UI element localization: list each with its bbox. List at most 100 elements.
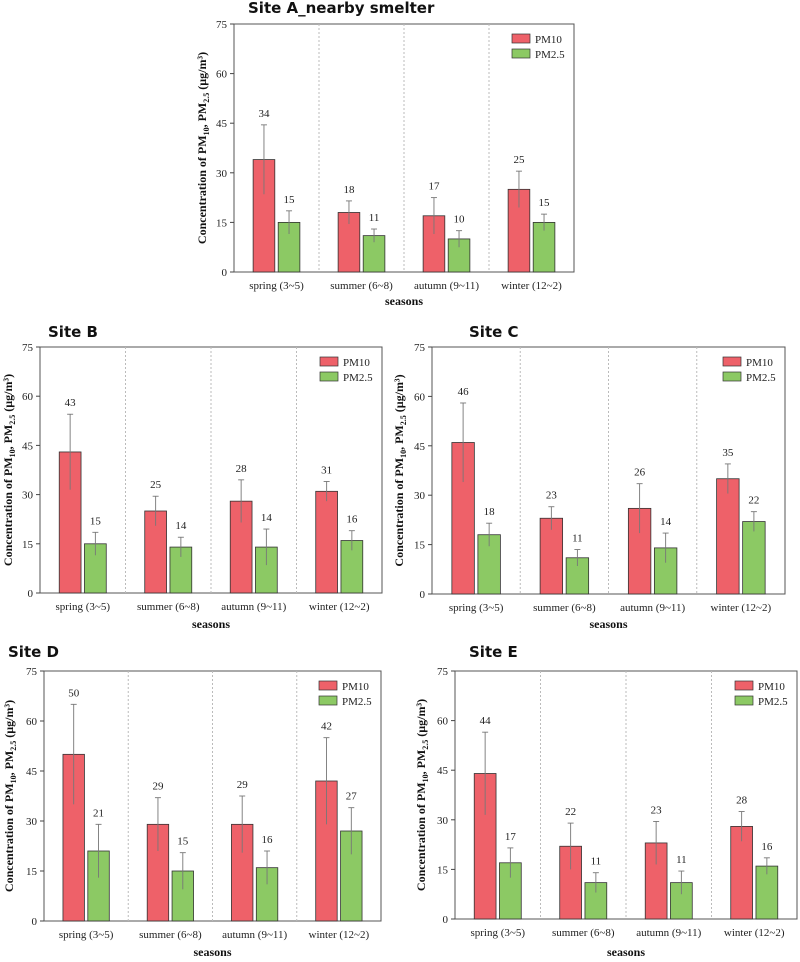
y-tick-label: 15 (22, 539, 34, 551)
legend-swatch-pm25 (319, 371, 339, 382)
category-label: spring (3~5) (470, 927, 525, 939)
legend-label: PM2.5 (758, 696, 788, 708)
data-label: 43 (65, 397, 77, 409)
bar-pm25-3 (742, 521, 766, 595)
y-tick-label: 45 (414, 441, 426, 453)
x-axis-label: seasons (193, 945, 231, 959)
y-axis-label-part: Concentration of PM (414, 782, 428, 891)
legend-label: PM10 (746, 357, 773, 369)
data-label: 26 (634, 467, 646, 479)
y-tick-label: 30 (414, 490, 426, 502)
category-label: winter (12~2) (309, 929, 370, 941)
data-label: 10 (454, 214, 466, 226)
data-label: 17 (505, 831, 517, 843)
y-axis-label-part: Concentration of PM (1, 457, 15, 566)
y-axis-label-subscript: 2.5 (399, 415, 408, 425)
y-axis-label: Concentration of PM10, PM2.5 (µg/m³) (2, 700, 18, 892)
data-label: 15 (539, 197, 551, 209)
y-axis-label-subscript: 10 (8, 449, 17, 457)
category-label: winter (12~2) (711, 602, 772, 614)
legend-swatch-pm10 (734, 680, 754, 691)
y-axis-label-part: (µg/m³) (195, 52, 209, 93)
data-label: 46 (458, 386, 470, 398)
bar-pm10-3 (315, 490, 338, 594)
y-axis-label: Concentration of PM10, PM2.5 (µg/m³) (195, 52, 211, 244)
y-axis-label-part: (µg/m³) (1, 374, 15, 415)
chart-panel-2: Site C 0 15 30 45 60 75 46 18 spring (3~5) 23 11 sum… (392, 323, 786, 631)
chart-title: Site A_nearby smelter (248, 0, 435, 17)
data-label: 25 (150, 479, 162, 491)
bar-pm10-3 (716, 478, 740, 595)
y-tick-label: 0 (443, 914, 449, 926)
y-tick-label: 60 (26, 716, 38, 728)
data-label: 29 (152, 781, 164, 793)
data-label: 35 (722, 447, 734, 459)
y-axis-label-subscript: 10 (202, 127, 211, 135)
y-axis-label-part: Concentration of PM (2, 783, 16, 892)
category-label: summer (6~8) (139, 929, 202, 941)
category-label: autumn (9~11) (221, 601, 286, 613)
legend-label: PM10 (535, 34, 562, 46)
category-label: spring (3~5) (55, 601, 110, 613)
y-tick-label: 30 (22, 490, 34, 502)
data-label: 28 (736, 795, 748, 807)
category-label: winter (12~2) (724, 927, 785, 939)
data-label: 11 (572, 533, 583, 545)
y-axis-label-part: , PM (1, 425, 15, 450)
y-axis-label-subscript: 10 (399, 450, 408, 458)
y-tick-label: 60 (437, 716, 449, 728)
data-label: 21 (93, 807, 104, 819)
y-axis-label-subscript: 10 (9, 775, 18, 783)
category-label: autumn (9~11) (414, 280, 479, 292)
data-label: 50 (68, 687, 80, 699)
legend-swatch-pm10 (318, 680, 338, 691)
category-label: summer (6~8) (533, 602, 596, 614)
data-label: 11 (591, 856, 602, 868)
legend-swatch-pm25 (511, 48, 531, 59)
y-tick-label: 75 (216, 19, 228, 31)
data-label: 34 (258, 108, 270, 120)
y-tick-label: 75 (414, 342, 426, 354)
y-axis-label: Concentration of PM10, PM2.5 (µg/m³) (392, 374, 408, 566)
legend-label: PM10 (342, 681, 369, 693)
category-label: spring (3~5) (449, 602, 504, 614)
y-tick-label: 45 (22, 440, 34, 452)
data-label: 14 (660, 516, 672, 528)
data-label: 22 (565, 806, 576, 818)
category-label: summer (6~8) (137, 601, 200, 613)
chart-panel-3: Site D 0 15 30 45 60 75 50 21 spring (3~5) 29 15 sum… (2, 643, 382, 959)
y-tick-label: 15 (437, 864, 449, 876)
y-axis-label-part: , PM (414, 750, 428, 775)
category-label: autumn (9~11) (222, 929, 287, 941)
data-label: 16 (262, 834, 274, 846)
y-axis-label-part: , PM (2, 751, 16, 776)
chart-title: Site E (469, 643, 518, 661)
y-tick-label: 30 (216, 168, 228, 180)
y-axis-label-part: Concentration of PM (392, 458, 406, 567)
y-axis-label: Concentration of PM10, PM2.5 (µg/m³) (1, 374, 17, 566)
y-tick-label: 15 (26, 866, 38, 878)
chart-panel-4: Site E 0 15 30 45 60 75 44 17 spring (3~5) 22 11 sum… (414, 643, 798, 959)
legend-label: PM2.5 (746, 372, 776, 384)
legend-swatch-pm10 (319, 356, 339, 367)
category-label: autumn (9~11) (620, 602, 685, 614)
legend-swatch-pm10 (511, 33, 531, 44)
y-axis-label-part: (µg/m³) (2, 700, 16, 741)
x-axis-label: seasons (607, 945, 645, 959)
y-axis-label-part: (µg/m³) (392, 374, 406, 415)
category-label: winter (12~2) (501, 280, 562, 292)
y-tick-label: 0 (222, 267, 228, 279)
legend-label: PM2.5 (535, 49, 565, 61)
data-label: 15 (90, 515, 102, 527)
y-axis-label-subscript: 2.5 (202, 93, 211, 103)
data-label: 25 (513, 154, 525, 166)
y-tick-label: 75 (437, 666, 449, 678)
y-tick-label: 60 (22, 391, 34, 403)
y-tick-label: 15 (216, 217, 228, 229)
y-tick-label: 60 (414, 391, 426, 403)
data-label: 16 (761, 841, 773, 853)
data-label: 27 (346, 791, 358, 803)
category-label: summer (6~8) (330, 280, 393, 292)
y-axis-label-subscript: 2.5 (8, 415, 17, 425)
